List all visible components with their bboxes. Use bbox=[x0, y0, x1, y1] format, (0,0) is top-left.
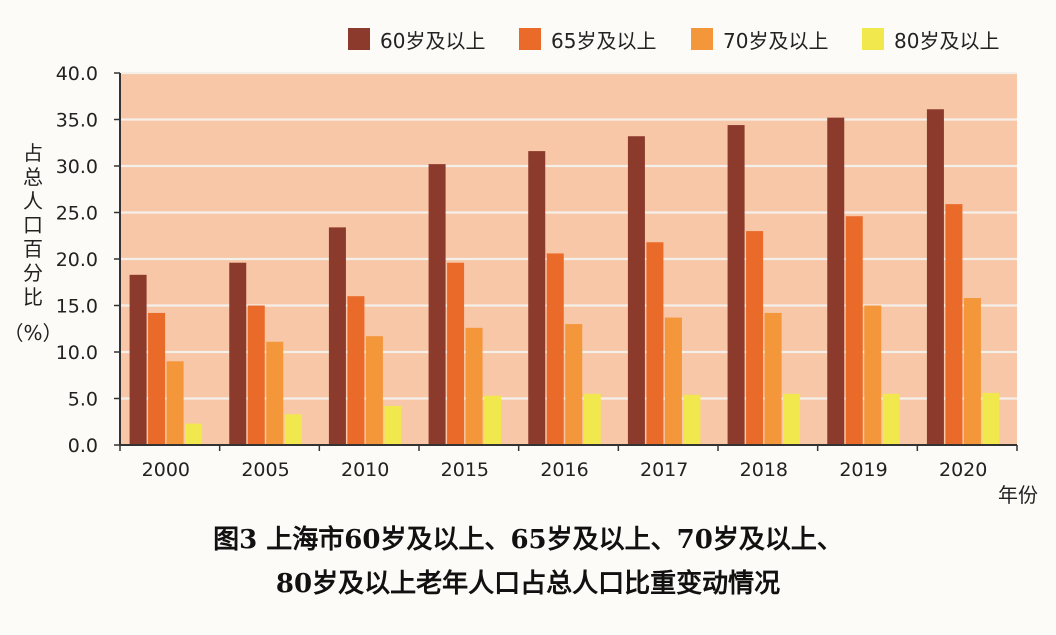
bar bbox=[565, 324, 583, 445]
bar bbox=[229, 262, 247, 445]
bar bbox=[845, 216, 863, 445]
legend-swatch bbox=[348, 28, 370, 50]
y-tick-label: 5.0 bbox=[68, 389, 98, 411]
bar bbox=[384, 405, 402, 445]
caption-line-2: 80岁及以上老年人口占总人口比重变动情况 bbox=[276, 568, 780, 599]
legend-label: 80岁及以上 bbox=[894, 29, 999, 53]
bar bbox=[284, 414, 302, 445]
bar bbox=[864, 305, 882, 445]
y-tick-label: 15.0 bbox=[56, 296, 98, 318]
bar bbox=[528, 151, 546, 445]
bar bbox=[365, 336, 383, 445]
bar bbox=[247, 305, 265, 445]
legend-label: 70岁及以上 bbox=[723, 29, 828, 53]
bar bbox=[166, 361, 184, 445]
y-axis-title-char: 比 bbox=[23, 285, 43, 309]
y-tick-label: 20.0 bbox=[56, 249, 98, 271]
bar bbox=[347, 296, 365, 445]
bar bbox=[185, 423, 203, 445]
x-tick-label: 2020 bbox=[939, 459, 987, 481]
legend: 60岁及以上 65岁及以上 70岁及以上 80岁及以上 bbox=[348, 28, 999, 53]
x-tick-label: 2018 bbox=[740, 459, 788, 481]
bars bbox=[129, 109, 1000, 446]
bar bbox=[664, 317, 682, 445]
y-tick-label: 25.0 bbox=[56, 203, 98, 225]
x-tick-label: 2015 bbox=[441, 459, 489, 481]
x-tick-label: 2000 bbox=[142, 459, 190, 481]
y-axis-title-char: 总 bbox=[23, 165, 43, 189]
y-axis-title-char: 人 bbox=[23, 189, 43, 213]
bar bbox=[546, 253, 564, 445]
y-tick-label: 0.0 bbox=[68, 435, 98, 457]
bar bbox=[963, 298, 981, 445]
bar bbox=[266, 341, 284, 445]
bar bbox=[727, 125, 745, 445]
bar bbox=[484, 395, 502, 445]
bar bbox=[129, 274, 147, 445]
legend-label: 65岁及以上 bbox=[551, 29, 656, 53]
bar bbox=[328, 227, 346, 445]
bar bbox=[945, 204, 963, 445]
bar bbox=[148, 312, 166, 445]
y-tick-label: 30.0 bbox=[56, 156, 98, 178]
legend-label: 60岁及以上 bbox=[380, 29, 485, 53]
bar bbox=[882, 393, 900, 445]
bar bbox=[447, 262, 465, 445]
x-tick-label: 2019 bbox=[839, 459, 887, 481]
x-tick-label: 2005 bbox=[241, 459, 289, 481]
bar bbox=[982, 392, 1000, 445]
x-axis-title: 年份 bbox=[998, 483, 1038, 507]
axes: 0.0 5.0 10.0 15.0 20.0 25.0 30.0 35.0 40.0 2000 20… bbox=[56, 63, 1018, 481]
y-axis-title-char: 占 bbox=[23, 141, 43, 165]
bar bbox=[683, 394, 701, 445]
bar bbox=[627, 136, 645, 446]
legend-swatch bbox=[519, 28, 541, 50]
y-axis-title-char: 百 bbox=[23, 237, 43, 261]
y-axis-title-char: 口 bbox=[23, 213, 43, 237]
bar bbox=[646, 242, 664, 445]
y-axis-title: 占 总 人 口 百 分 比 （%） bbox=[3, 141, 62, 345]
bar bbox=[783, 393, 801, 445]
bar bbox=[764, 312, 782, 445]
caption-line-1: 图3 上海市60岁及以上、65岁及以上、70岁及以上、 bbox=[213, 524, 843, 555]
bar bbox=[465, 327, 483, 445]
x-tick-label: 2010 bbox=[341, 459, 389, 481]
y-tick-label: 35.0 bbox=[56, 110, 98, 132]
y-axis-title-unit: （%） bbox=[3, 321, 62, 345]
bar bbox=[583, 393, 601, 445]
y-tick-label: 10.0 bbox=[56, 342, 98, 364]
legend-swatch bbox=[691, 28, 713, 50]
bar bbox=[926, 109, 944, 446]
y-tick-label: 40.0 bbox=[56, 63, 98, 85]
x-tick-label: 2016 bbox=[540, 459, 588, 481]
bar bbox=[746, 231, 764, 445]
x-tick-label: 2017 bbox=[640, 459, 688, 481]
legend-swatch bbox=[862, 28, 884, 50]
bar bbox=[827, 117, 845, 445]
bar bbox=[428, 164, 446, 445]
y-axis-title-char: 分 bbox=[23, 261, 43, 285]
